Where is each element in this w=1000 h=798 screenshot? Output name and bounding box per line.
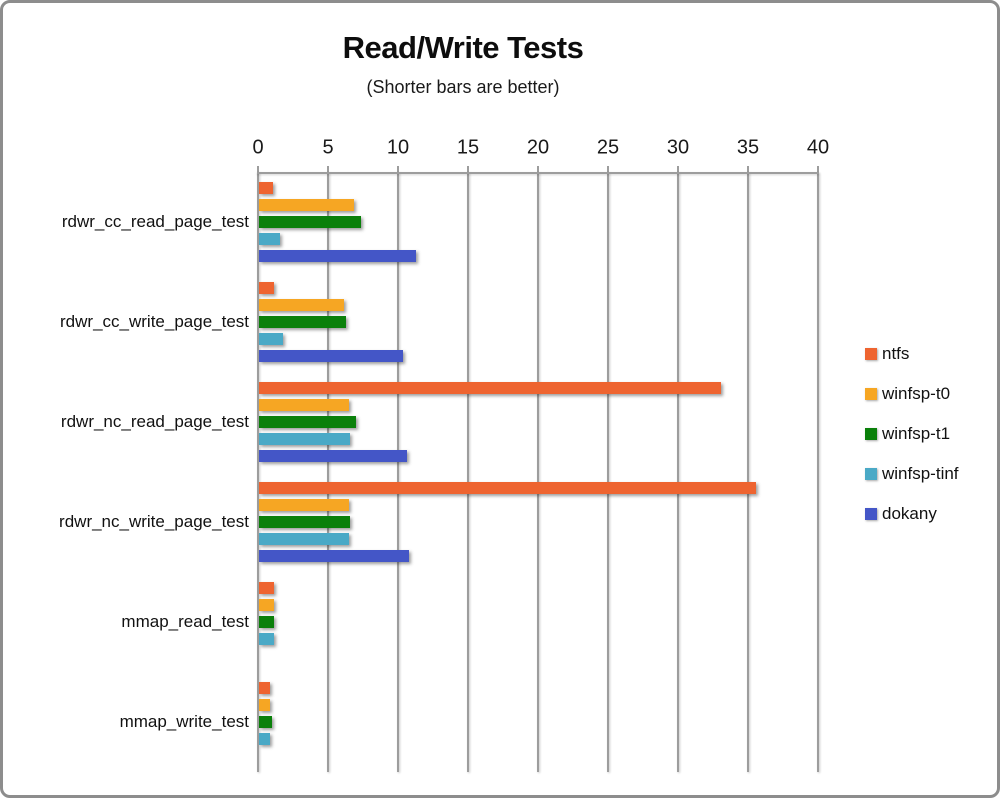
bar-ntfs (259, 382, 721, 394)
x-axis-tick-label: 10 (386, 136, 410, 159)
gridline (257, 172, 259, 772)
bar-winfsp-tinf (259, 733, 270, 745)
x-axis-tick-label: 20 (526, 136, 550, 159)
legend-swatch-dokany (865, 508, 877, 520)
x-axis-tick-mark (607, 166, 609, 172)
legend-label-dokany: dokany (882, 504, 937, 523)
gridline (467, 172, 469, 772)
bar-winfsp-tinf (259, 533, 349, 545)
x-axis-tick-label: 40 (806, 136, 830, 159)
x-axis-tick-label: 25 (596, 136, 620, 159)
bar-winfsp-tinf (259, 633, 274, 645)
legend-item-winfsp-t0: winfsp-t0 (865, 384, 959, 404)
gridline (537, 172, 539, 772)
gridline (817, 172, 819, 772)
bar-winfsp-t0 (259, 299, 344, 311)
category-label: rdwr_nc_read_page_test (60, 412, 249, 431)
legend-label-winfsp-t0: winfsp-t0 (882, 384, 951, 403)
x-axis-tick-label: 35 (736, 136, 760, 159)
gridline (327, 172, 329, 772)
gridline (677, 172, 679, 772)
x-axis-tick-mark (257, 166, 259, 172)
x-axis-tick-mark (677, 166, 679, 172)
legend-label-ntfs: ntfs (882, 344, 910, 363)
x-axis-tick-mark (467, 166, 469, 172)
category-label: rdwr_cc_read_page_test (61, 212, 249, 231)
legend-item-winfsp-t1: winfsp-t1 (865, 424, 959, 444)
legend-item-winfsp-tinf: winfsp-tinf (865, 464, 959, 484)
bar-winfsp-t1 (259, 216, 361, 228)
chart-subtitle: (Shorter bars are better) (366, 77, 560, 97)
legend-label-winfsp-tinf: winfsp-tinf (882, 464, 959, 483)
bar-dokany (259, 250, 416, 262)
bar-winfsp-t0 (259, 499, 349, 511)
bar-winfsp-t1 (259, 616, 274, 628)
x-axis-tick-mark (817, 166, 819, 172)
gridline (397, 172, 399, 772)
legend-swatch-ntfs (865, 348, 877, 360)
x-axis-tick-label: 30 (666, 136, 690, 159)
bar-winfsp-t0 (259, 699, 270, 711)
x-axis-tick-label: 5 (322, 136, 334, 159)
bar-dokany (259, 550, 409, 562)
bar-winfsp-t1 (259, 516, 350, 528)
legend-swatch-winfsp-t0 (865, 388, 877, 400)
x-axis-tick-label: 15 (456, 136, 480, 159)
bar-winfsp-t1 (259, 716, 272, 728)
bar-ntfs (259, 482, 756, 494)
legend-item-ntfs: ntfs (865, 344, 959, 364)
category-label: mmap_write_test (119, 712, 249, 731)
bar-winfsp-tinf (259, 233, 280, 245)
bar-ntfs (259, 682, 270, 694)
bar-winfsp-tinf (259, 433, 350, 445)
bar-dokany (259, 450, 407, 462)
bar-winfsp-t0 (259, 599, 274, 611)
x-axis-tick-mark (537, 166, 539, 172)
bar-winfsp-t0 (259, 399, 349, 411)
bar-ntfs (259, 582, 274, 594)
category-label: rdwr_nc_write_page_test (59, 512, 249, 531)
bar-winfsp-t1 (259, 416, 356, 428)
legend-label-winfsp-t1: winfsp-t1 (882, 424, 951, 443)
legend-item-dokany: dokany (865, 504, 959, 524)
x-axis-tick-mark (747, 166, 749, 172)
chart-title: Read/Write Tests (342, 30, 584, 65)
gridline (747, 172, 749, 772)
category-label: mmap_read_test (121, 612, 249, 631)
legend-swatch-winfsp-tinf (865, 468, 877, 480)
plot-top-border (257, 172, 819, 174)
bar-winfsp-t0 (259, 199, 354, 211)
x-axis-tick-mark (397, 166, 399, 172)
x-axis-tick-mark (327, 166, 329, 172)
bar-dokany (259, 350, 403, 362)
gridline (607, 172, 609, 772)
bar-ntfs (259, 282, 274, 294)
bar-ntfs (259, 182, 273, 194)
x-axis-tick-label: 0 (252, 136, 264, 159)
bar-winfsp-t1 (259, 316, 346, 328)
category-label: rdwr_cc_write_page_test (60, 312, 249, 331)
legend-swatch-winfsp-t1 (865, 428, 877, 440)
bar-winfsp-tinf (259, 333, 283, 345)
legend: ntfs winfsp-t0 winfsp-t1 winfsp-tinf dokany (865, 344, 959, 524)
